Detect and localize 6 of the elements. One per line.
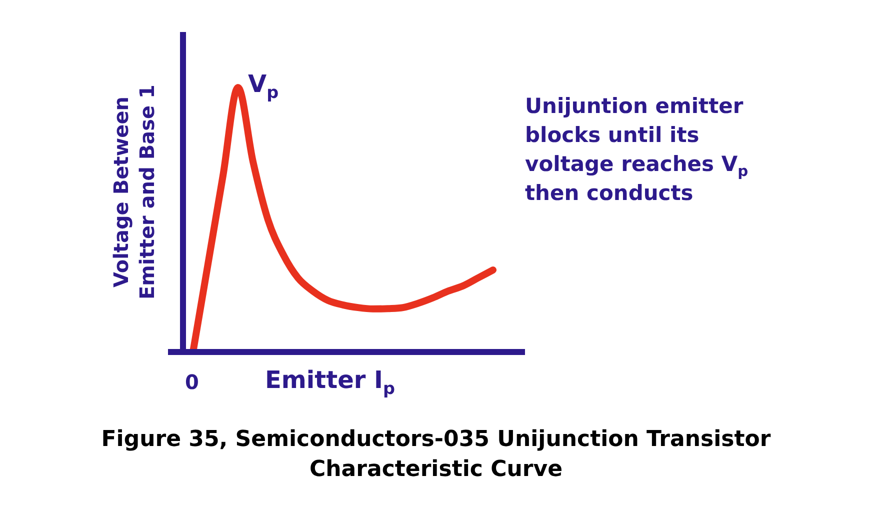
text: Unijuntion emitter blocks until its voltage reaches V$_{p}$ then conducts: [525, 94, 748, 205]
text: Figure 35, Semiconductors-035 Unijunction Transistor Characteristic Curve: [100, 426, 772, 484]
y-axis-title: Voltage Between Emitter and Base 1: [108, 84, 160, 302]
x-axis-title: Emitter I$_{p}$: [265, 366, 395, 398]
annotation: V$_{p}$: [248, 70, 279, 102]
text: 0: [185, 370, 199, 394]
